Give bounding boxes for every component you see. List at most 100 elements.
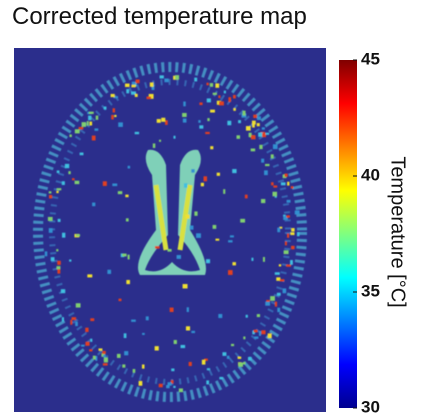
speckle (127, 165, 131, 169)
speckle (290, 260, 293, 265)
speckle (103, 106, 107, 110)
speckle (48, 194, 53, 199)
speckle (243, 336, 246, 340)
speckle (47, 216, 53, 221)
speckle (145, 316, 149, 321)
speckle (142, 332, 145, 335)
speckle (240, 218, 246, 223)
speckle (219, 376, 224, 380)
speckle (216, 172, 220, 176)
speckle (283, 214, 286, 217)
speckle (178, 388, 183, 393)
speckle (61, 317, 65, 322)
speckle (276, 292, 281, 296)
speckle (209, 83, 214, 87)
speckle (124, 351, 129, 356)
speckle (259, 144, 263, 150)
speckle (254, 336, 259, 339)
speckle (167, 382, 172, 386)
speckle (75, 321, 78, 327)
speckle (250, 135, 256, 140)
speckle (176, 255, 182, 259)
speckle (123, 333, 127, 339)
speckle (232, 169, 237, 174)
speckle (274, 272, 280, 275)
speckle (206, 380, 210, 385)
speckle (75, 303, 81, 308)
speckle (245, 314, 248, 318)
speckle (103, 357, 109, 363)
speckle (296, 232, 300, 237)
speckle (276, 277, 281, 281)
speckle (159, 139, 162, 142)
speckle (261, 158, 265, 163)
speckle (125, 218, 129, 222)
speckle (57, 269, 61, 274)
speckle (134, 131, 140, 135)
colorbar (339, 60, 357, 408)
speckle (191, 330, 196, 334)
speckle (271, 182, 274, 186)
speckle (89, 349, 93, 352)
speckle (95, 355, 98, 361)
speckle (81, 122, 87, 127)
speckle (134, 93, 138, 97)
speckle (112, 108, 116, 113)
speckle (94, 128, 99, 131)
speckle (278, 264, 282, 267)
speckle (56, 266, 61, 270)
speckle (173, 385, 176, 388)
speckle (111, 114, 114, 120)
speckle (238, 120, 242, 124)
speckle (223, 90, 226, 94)
speckle (228, 270, 233, 275)
speckle (188, 361, 192, 367)
speckle (260, 198, 266, 204)
speckle (74, 180, 80, 185)
speckle (291, 245, 295, 250)
speckle (95, 115, 99, 120)
speckle (283, 250, 289, 255)
speckle (206, 98, 211, 103)
speckle (75, 234, 81, 237)
speckle (215, 83, 220, 88)
speckle (88, 111, 94, 114)
speckle (194, 77, 198, 82)
speckle (107, 269, 112, 274)
speckle (244, 194, 248, 199)
speckle (226, 355, 230, 359)
speckle (253, 329, 258, 333)
brain-map (33, 62, 307, 402)
speckle (91, 135, 96, 141)
speckle (264, 170, 268, 176)
speckle (206, 82, 209, 86)
speckle (282, 288, 287, 294)
speckle (132, 368, 136, 373)
speckle (141, 364, 145, 369)
speckle (182, 112, 187, 117)
speckle (280, 182, 286, 186)
speckle (237, 356, 242, 359)
speckle (70, 319, 73, 325)
speckle (245, 126, 251, 131)
speckle (166, 384, 170, 389)
speckle (152, 143, 156, 148)
speckle (196, 233, 201, 238)
speckle (182, 118, 187, 123)
speckle (71, 178, 75, 181)
speckle (199, 102, 203, 106)
speckle (232, 262, 236, 266)
speckle (206, 368, 211, 371)
speckle (236, 135, 241, 139)
speckle (169, 307, 174, 313)
speckle (131, 81, 136, 85)
speckle (165, 120, 168, 125)
speckle (262, 256, 265, 262)
speckle (125, 194, 129, 198)
speckle (69, 259, 72, 262)
speckle (56, 170, 60, 174)
speckle (138, 380, 143, 386)
speckle (207, 118, 210, 122)
speckle (122, 364, 126, 368)
